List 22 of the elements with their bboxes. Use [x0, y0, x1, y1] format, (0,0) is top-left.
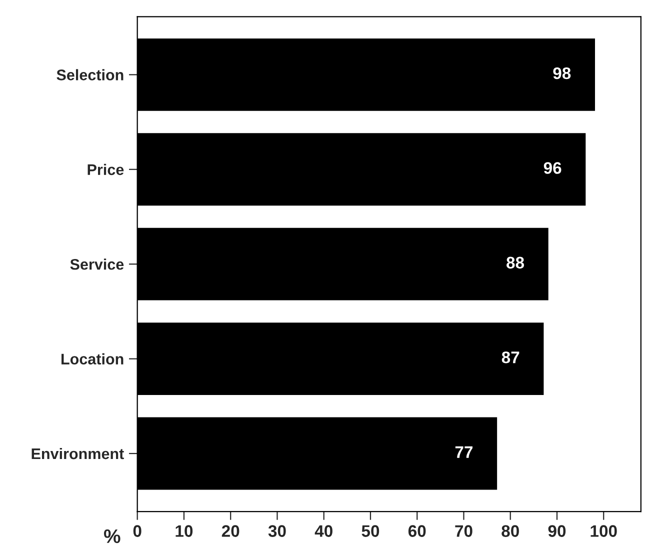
x-tick-label: 70	[455, 525, 472, 537]
x-tick-label: 100	[590, 525, 617, 537]
y-tick-label: Selection	[56, 69, 124, 80]
x-tick-label: 20	[222, 525, 240, 537]
data-label: 96	[544, 162, 562, 174]
y-tick-label: Location	[62, 353, 124, 364]
x-tick-label: 0	[133, 525, 142, 537]
data-label: 88	[506, 256, 524, 269]
x-tick-label: 10	[176, 525, 193, 537]
data-label: 98	[553, 67, 571, 80]
y-tick-label: Service	[70, 258, 124, 270]
x-tick-label: 90	[548, 525, 566, 537]
x-axis-title: %	[104, 529, 120, 544]
x-tick-label: 50	[362, 525, 380, 537]
x-tick-label: 80	[502, 525, 519, 537]
x-tick-label: 60	[408, 525, 426, 537]
y-tick-label: Environment	[32, 448, 124, 460]
x-tick-label: 40	[314, 525, 332, 537]
data-label: 77	[455, 446, 473, 458]
y-tick-label: Price	[88, 164, 124, 176]
data-label: 87	[502, 351, 520, 364]
x-tick-label: 30	[268, 525, 286, 537]
